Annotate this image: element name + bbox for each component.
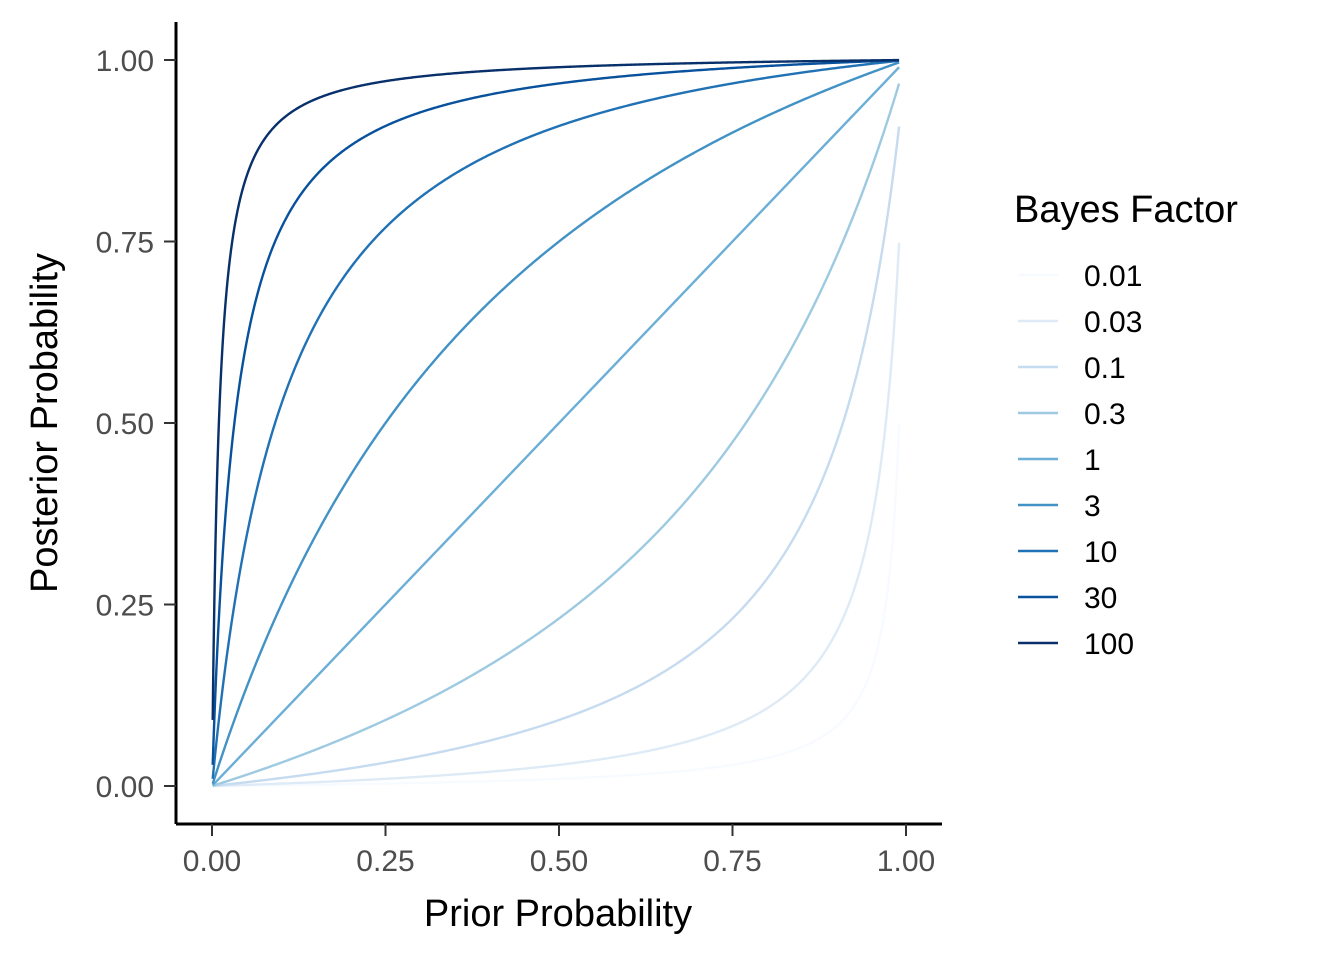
y-tick-label: 0.25 [96,590,154,623]
legend-label: 3 [1084,490,1101,523]
legend-title: Bayes Factor [1014,189,1238,231]
legend-label: 100 [1084,628,1134,661]
legend-label: 0.01 [1084,260,1142,293]
legend-label: 10 [1084,536,1117,569]
legend-label: 0.1 [1084,352,1126,385]
series-layer [211,58,901,788]
series-line-bf-30 [211,59,900,766]
series-line-bf-1 [211,66,900,787]
x-tick-label: 0.50 [530,845,588,878]
x-tick-label: 0.75 [703,845,761,878]
x-tick-label: 1.00 [877,845,935,878]
series-line-bf-0_03 [211,242,901,788]
y-axis-title: Posterior Probability [24,253,66,593]
legend: Bayes Factor 0.01 0.03 0.1 0.3 1 3 10 30 100 [1014,189,1238,661]
legend-label: 30 [1084,582,1117,615]
x-tick-label: 0.25 [356,845,414,878]
legend-label: 1 [1084,444,1101,477]
x-tick-label: 0.00 [183,845,241,878]
y-tick-label: 0.50 [96,408,154,441]
legend-items: 0.01 0.03 0.1 0.3 1 3 10 30 100 [1018,260,1142,661]
x-axis-ticks: 0.00 0.25 0.50 0.75 1.00 [183,824,935,878]
series-line-bf-100 [211,58,900,720]
legend-label: 0.03 [1084,306,1142,339]
series-line-bf-0_1 [211,126,901,788]
y-tick-label: 1.00 [96,45,154,78]
x-axis-title: Prior Probability [424,893,692,935]
series-line-bf-0_3 [211,83,901,787]
series-line-bf-3 [211,61,900,785]
legend-label: 0.3 [1084,398,1126,431]
y-tick-label: 0.00 [96,771,154,804]
series-line-bf-0_01 [211,424,901,788]
series-line-bf-10 [211,59,900,780]
y-axis-ticks: 0.00 0.25 0.50 0.75 1.00 [96,45,176,804]
y-tick-label: 0.75 [96,227,154,260]
